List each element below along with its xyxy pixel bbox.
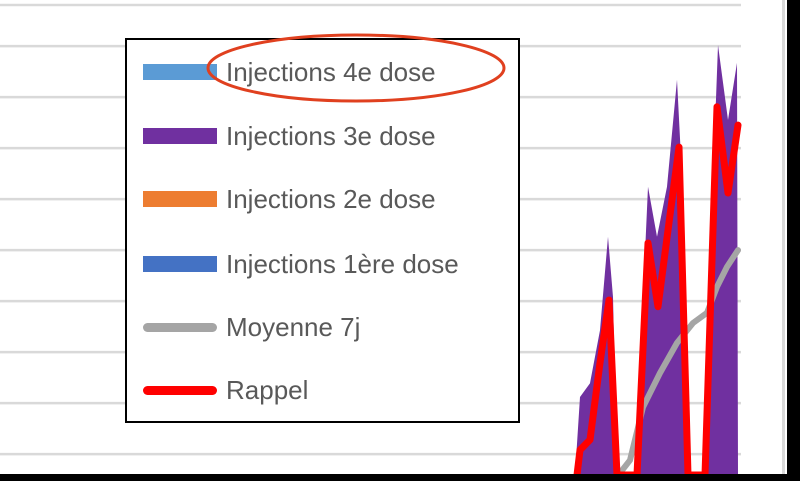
legend-swatch xyxy=(143,385,217,395)
legend-swatch xyxy=(143,128,217,144)
legend-item-rappel: Rappel xyxy=(143,370,308,410)
legend-label: Rappel xyxy=(226,374,309,405)
legend-swatch xyxy=(143,322,217,332)
series-injections-3e-dose xyxy=(575,45,738,474)
legend-item-2e-dose: Injections 2e dose xyxy=(143,179,436,219)
legend-item-1ere-dose: Injections 1ère dose xyxy=(143,244,459,284)
legend: Injections 4e dose Injections 3e dose In… xyxy=(125,38,520,423)
legend-label: Injections 3e dose xyxy=(226,120,436,151)
legend-swatch xyxy=(143,191,217,207)
chart-area: Injections 4e dose Injections 3e dose In… xyxy=(0,0,787,474)
legend-label: Moyenne 7j xyxy=(226,311,361,342)
legend-label: Injections 1ère dose xyxy=(226,248,459,279)
legend-item-3e-dose: Injections 3e dose xyxy=(143,116,436,156)
plot-border xyxy=(782,0,785,474)
legend-swatch xyxy=(143,64,217,80)
series-marks xyxy=(573,45,742,474)
legend-swatch xyxy=(143,256,217,272)
legend-item-4e-dose: Injections 4e dose xyxy=(143,52,436,92)
legend-label: Injections 4e dose xyxy=(226,56,436,87)
legend-item-moyenne: Moyenne 7j xyxy=(143,307,360,347)
legend-label: Injections 2e dose xyxy=(226,183,436,214)
series-rappel xyxy=(573,103,742,474)
